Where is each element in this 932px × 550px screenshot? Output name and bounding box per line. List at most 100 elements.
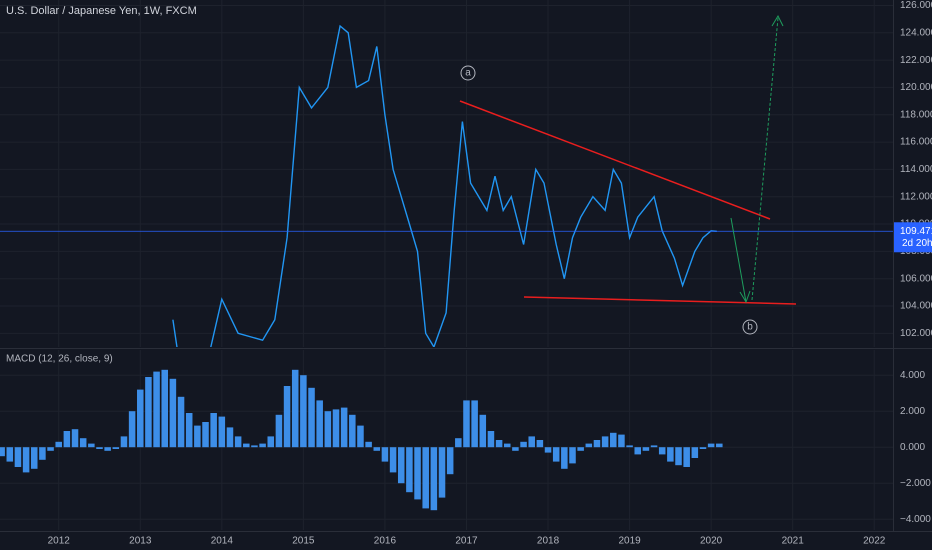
histogram-bar — [218, 416, 226, 448]
histogram-bar — [569, 447, 576, 464]
x-tick-label: 2019 — [618, 536, 641, 547]
x-tick-label: 2018 — [537, 536, 560, 547]
chart-title: U.S. Dollar / Japanese Yen, 1W, FXCM — [6, 5, 197, 17]
y-tick-label: 126.000 — [900, 0, 932, 11]
x-tick-label: 2013 — [129, 536, 152, 547]
histogram-bar — [22, 447, 30, 473]
histogram-bar — [357, 425, 364, 448]
histogram-bar — [308, 387, 315, 448]
histogram-bar — [340, 407, 348, 448]
arrow — [751, 17, 779, 301]
histogram-bar — [610, 432, 617, 448]
histogram-bar — [707, 443, 715, 448]
histogram-bar — [455, 438, 462, 448]
y-tick-label: 114.000 — [900, 164, 932, 175]
histogram-bar — [658, 447, 666, 455]
histogram-bar — [365, 441, 372, 448]
histogram-bar — [153, 371, 160, 448]
histogram-bar — [446, 447, 454, 475]
histogram-bar — [422, 447, 429, 509]
histogram-bar — [79, 438, 87, 448]
histogram-bar — [169, 378, 177, 448]
x-tick-label: 2021 — [782, 536, 805, 547]
histogram-bar — [503, 443, 511, 448]
histogram-bar — [104, 447, 111, 451]
histogram-bar — [226, 427, 234, 448]
histogram-bar — [667, 447, 674, 462]
histogram-bar — [39, 447, 46, 460]
histogram-bar — [585, 443, 593, 448]
histogram-bar — [128, 411, 136, 448]
arrow-head — [739, 290, 751, 304]
x-tick-label: 2020 — [700, 536, 723, 547]
y-tick-label: 106.000 — [900, 273, 932, 284]
histogram-bar — [259, 443, 266, 448]
histogram-bar — [601, 436, 609, 448]
y-tick-label: 112.000 — [900, 191, 932, 202]
histogram-bar — [161, 369, 168, 448]
y-tick-label: −2.000 — [900, 478, 931, 489]
histogram-bar — [593, 440, 601, 448]
y-tick-label: 102.000 — [900, 328, 932, 339]
histogram-bar — [561, 447, 568, 469]
x-tick-label: 2017 — [455, 536, 478, 547]
histogram-bar — [324, 411, 332, 448]
histogram-bar — [185, 413, 193, 448]
histogram-bar — [634, 447, 642, 455]
histogram-bar — [699, 447, 707, 449]
histogram-bar — [300, 375, 307, 448]
histogram-bar — [577, 447, 584, 451]
histogram-bar — [47, 447, 54, 451]
histogram-bar — [0, 447, 5, 457]
y-tick-label: 2.000 — [900, 406, 925, 417]
histogram-bar — [675, 447, 682, 466]
histogram-bar — [316, 400, 323, 448]
pane-marks — [172, 24, 717, 347]
histogram-bar — [96, 447, 103, 449]
histogram-bar — [234, 436, 242, 448]
histogram-bar — [275, 414, 283, 448]
y-tick-label: 4.000 — [900, 370, 925, 381]
arrow-head — [771, 14, 784, 27]
grid — [0, 0, 893, 530]
histogram-bar — [650, 445, 658, 448]
y-tick-label: 116.000 — [900, 137, 932, 148]
label-circle — [460, 65, 476, 81]
y-tick-label: 104.000 — [900, 301, 932, 312]
histogram-bar — [210, 413, 217, 448]
x-tick-label: 2022 — [863, 536, 886, 547]
histogram-bar — [618, 434, 625, 448]
histogram-bar — [177, 396, 185, 448]
histogram-bar — [137, 389, 144, 448]
y-tick-label: 124.000 — [900, 27, 932, 38]
wave-label: b — [747, 322, 753, 333]
label-circle — [742, 319, 758, 335]
indicator-title: MACD (12, 26, close, 9) — [6, 354, 113, 365]
marks — [0, 24, 893, 511]
histogram-bar — [642, 447, 650, 451]
histogram-bar — [381, 447, 389, 462]
histogram-bar — [30, 447, 38, 469]
pane-marks — [0, 369, 723, 511]
histogram-bar — [71, 429, 79, 448]
x-tick-label: 2014 — [211, 536, 234, 547]
drawings: a b — [459, 14, 797, 335]
trend-line — [523, 296, 797, 305]
histogram-bar — [691, 447, 699, 458]
histogram-bar — [471, 400, 478, 448]
y-tick-label: 122.000 — [900, 55, 932, 66]
y-tick-label: 0.000 — [900, 442, 925, 453]
y-tick-label: 120.000 — [900, 82, 932, 93]
histogram-bar — [438, 447, 446, 498]
wave-label: a — [465, 68, 471, 79]
y-tick-label: −4.000 — [900, 514, 931, 525]
histogram-bar — [291, 369, 299, 448]
histogram-bar — [283, 386, 291, 448]
histogram-bar — [683, 447, 690, 467]
price-tag — [894, 222, 932, 253]
histogram-bar — [373, 447, 381, 451]
price-tag-label: 109.471 — [900, 226, 932, 237]
histogram-bar — [194, 425, 201, 448]
x-tick-label: 2015 — [292, 536, 315, 547]
